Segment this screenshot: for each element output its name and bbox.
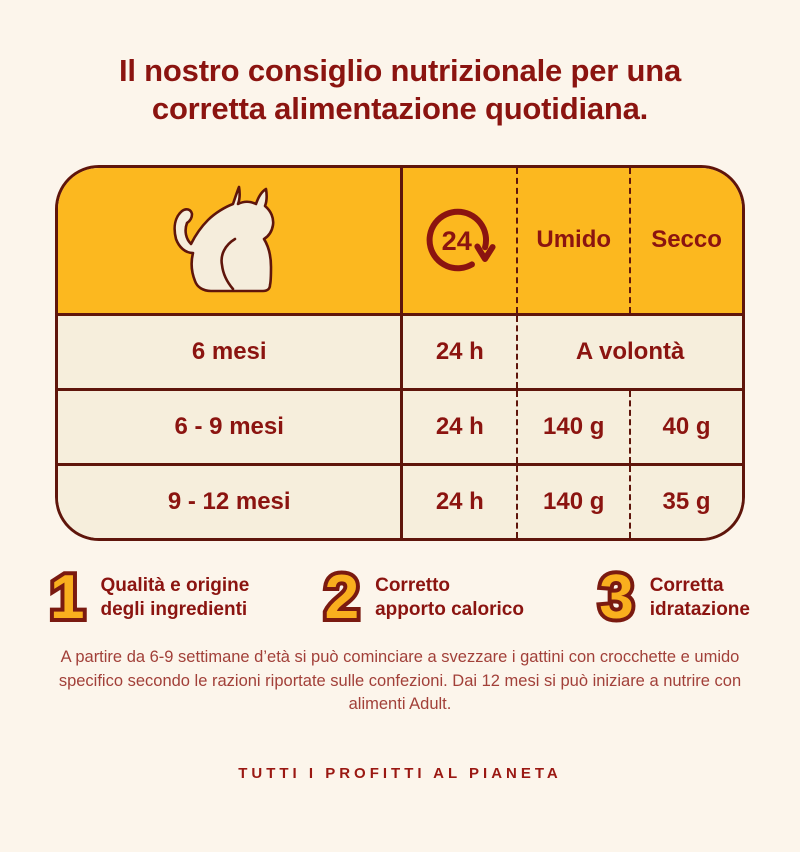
tip-label: Qualità e origine degli ingredienti — [100, 574, 250, 620]
umido-value: 140 g — [543, 412, 605, 440]
tip-item-hydration: 3 3 Corretta idratazione — [595, 562, 750, 632]
weaning-note: A partire da 6-9 settimane d’età si può … — [58, 647, 742, 714]
24h-cycle-icon: 24 — [422, 202, 498, 278]
tip-label: Corretto apporto calorico — [375, 574, 524, 620]
secco-value: 35 g — [662, 487, 711, 515]
tip-number-fill: 3 — [599, 562, 634, 632]
table-header-row: 24 Umido Secco — [58, 167, 742, 313]
header-hours-cell: 24 — [403, 168, 516, 313]
tip-label: Corretta idratazione — [649, 574, 750, 620]
tips-section: 1 1 Qualità e origine degli ingredienti … — [46, 562, 750, 632]
hours-value: 24 h — [435, 487, 484, 515]
header-secco-cell: Secco — [629, 167, 742, 313]
tip-number-1: 1 1 — [46, 562, 89, 632]
age-cell: 9 - 12 mesi — [58, 465, 404, 538]
umido-cell: 140 g — [516, 390, 629, 463]
tip-number-fill: 2 — [324, 562, 360, 632]
tip-number-2: 2 2 — [321, 562, 364, 632]
tip-number-3: 3 3 — [595, 562, 638, 632]
hours-cell: 24 h — [403, 466, 516, 538]
table-row: 6 - 9 mesi 24 h 140 g 40 g — [58, 387, 742, 463]
tip-item-quality: 1 1 Qualità e origine degli ingredienti — [46, 562, 250, 632]
cat-icon — [158, 181, 300, 299]
umido-cell: 140 g — [516, 465, 629, 538]
cycle-number-label: 24 — [441, 225, 471, 256]
ad-libitum-cell: A volontà — [516, 315, 742, 388]
tip-number-outline: 2 — [321, 562, 364, 632]
hours-value: 24 h — [435, 337, 484, 365]
header-cat-cell — [58, 167, 404, 313]
tip-number-outline: 1 — [46, 562, 89, 632]
hours-cell: 24 h — [403, 391, 516, 463]
page-title-line1: Il nostro consiglio nutrizionale per una — [118, 53, 682, 88]
tip-item-calories: 2 2 Corretto apporto calorico — [321, 562, 524, 632]
table-row: 6 mesi 24 h A volontà — [58, 312, 742, 388]
table-row: 9 - 12 mesi 24 h 140 g 35 g — [58, 462, 742, 538]
page-title-line2: corretta alimentazione quotidiana. — [151, 90, 649, 126]
infographic-page: { "colors": { "background": "#FCF5EB", "… — [0, 52, 800, 852]
tip-number-fill: 1 — [50, 562, 85, 632]
tip-number-outline: 3 — [595, 562, 638, 632]
footer-tagline: TUTTI I PROFITTI AL PIANETA — [238, 765, 562, 783]
secco-value: 40 g — [662, 412, 711, 440]
ad-libitum-value: A volontà — [575, 337, 685, 365]
age-value: 6 - 9 mesi — [174, 412, 284, 440]
age-cell: 6 mesi — [58, 315, 404, 388]
umido-value: 140 g — [543, 487, 605, 515]
hours-cell: 24 h — [403, 316, 516, 388]
age-cell: 6 - 9 mesi — [58, 390, 404, 463]
secco-cell: 40 g — [629, 390, 742, 463]
secco-column-label: Secco — [651, 226, 722, 254]
secco-cell: 35 g — [629, 465, 742, 538]
nutrition-table: 24 Umido Secco 6 mesi 24 h A volontà 6 -… — [55, 164, 745, 541]
header-umido-cell: Umido — [516, 167, 629, 313]
age-value: 6 mesi — [191, 337, 267, 365]
hours-value: 24 h — [435, 412, 484, 440]
umido-column-label: Umido — [536, 226, 612, 254]
page-title: Il nostro consiglio nutrizionale per una… — [0, 52, 800, 128]
age-value: 9 - 12 mesi — [167, 487, 291, 515]
